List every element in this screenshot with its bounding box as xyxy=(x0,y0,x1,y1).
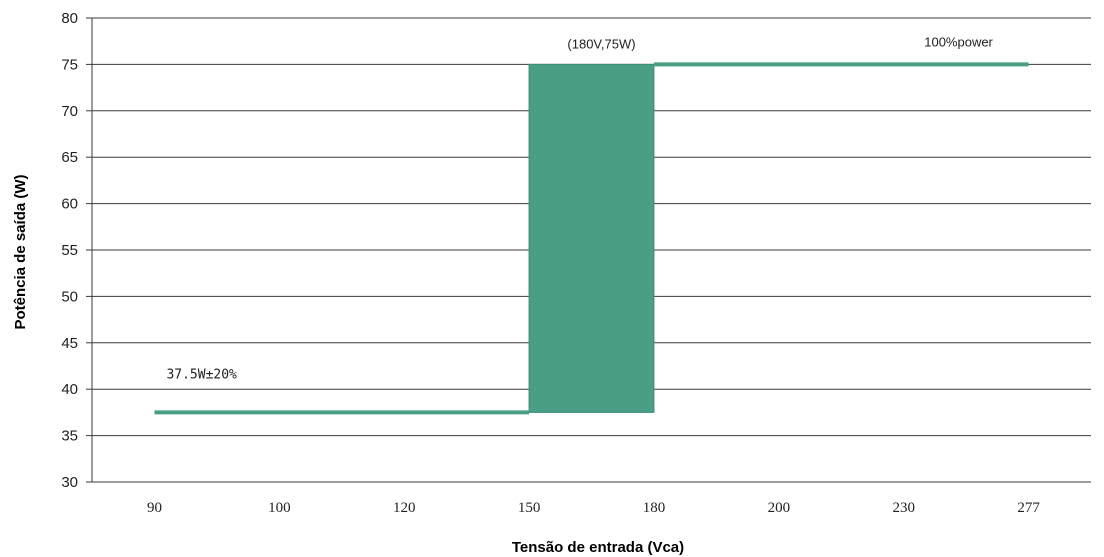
y-tick-label-50: 50 xyxy=(61,288,78,305)
y-axis-title: Potência de saída (W) xyxy=(12,174,29,329)
y-tick-label-40: 40 xyxy=(61,381,78,398)
x-tick-label-120: 120 xyxy=(393,500,416,516)
transition-band xyxy=(528,63,655,413)
x-tick-label-230: 230 xyxy=(892,500,915,516)
x-tick-label-150: 150 xyxy=(518,500,541,516)
annotation-full-power: 100%power xyxy=(924,34,993,49)
marks-layer xyxy=(154,62,1029,415)
x-axis-title: Tensão de entrada (Vca) xyxy=(512,539,684,556)
annotation-knee-point: (180V,75W) xyxy=(567,36,635,51)
x-tick-label-200: 200 xyxy=(768,500,791,516)
annotation-low-power: 37.5W±20% xyxy=(166,367,237,382)
y-tick-label-45: 45 xyxy=(61,335,78,352)
y-tick-label-80: 80 xyxy=(61,10,78,27)
y-tick-label-60: 60 xyxy=(61,196,78,213)
y-tick-label-65: 65 xyxy=(61,149,78,166)
x-tick-label-100: 100 xyxy=(268,500,291,516)
x-tick-label-90: 90 xyxy=(147,500,162,516)
y-tick-label-70: 70 xyxy=(61,103,78,120)
label-layer: 30 35 40 45 50 55 60 65 70 75 80 90 100 120 150 180 200 2… xyxy=(61,10,1040,516)
y-tick-label-30: 30 xyxy=(61,474,78,491)
x-tick-label-277: 277 xyxy=(1017,500,1040,516)
y-tick-label-75: 75 xyxy=(61,56,78,73)
x-tick-label-180: 180 xyxy=(643,500,666,516)
y-tick-label-35: 35 xyxy=(61,428,78,445)
y-tick-label-55: 55 xyxy=(61,242,78,259)
axis-layer xyxy=(86,17,93,483)
